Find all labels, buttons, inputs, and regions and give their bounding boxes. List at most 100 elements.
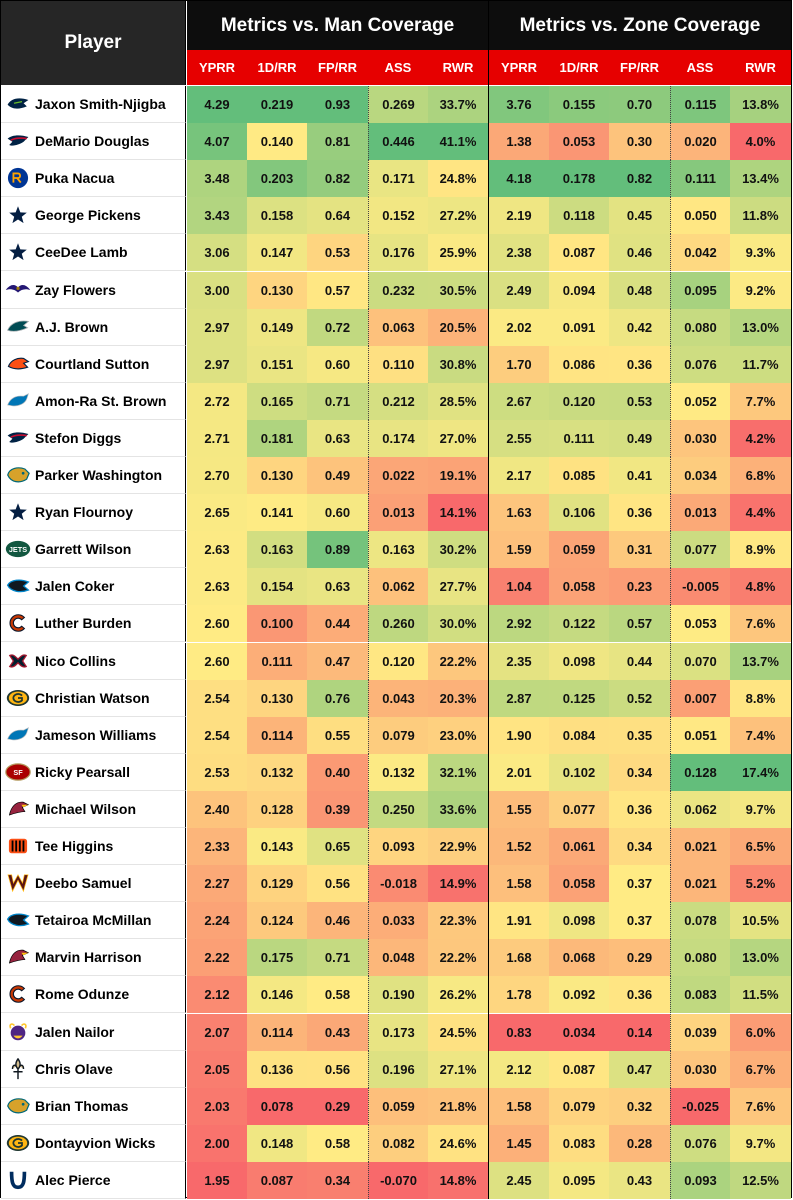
zone-1drr-cell: 0.083 (549, 1124, 609, 1162)
man-rwr-cell: 41.1% (428, 123, 488, 161)
zone-yprr-cell: 2.02 (489, 308, 549, 346)
man-fprr-cell: 0.65 (307, 828, 368, 865)
man-ass-cell: 0.033 (368, 902, 428, 940)
man-ass-cell: 0.022 (368, 457, 428, 494)
cowboys-star-icon (5, 240, 31, 264)
man-1drr-cell: 0.111 (247, 642, 307, 680)
man-rwr-cell: 30.8% (428, 345, 488, 383)
zone-rwr-cell: 6.5% (730, 828, 791, 865)
zone-1drr-cell: 0.102 (549, 753, 609, 791)
packers-g-logo-icon (5, 1131, 31, 1155)
saints-logo-icon (5, 1057, 31, 1081)
cardinals-logo-icon (5, 797, 31, 821)
man-yprr-cell: 2.07 (187, 1013, 247, 1051)
zone-yprr-cell: 1.52 (489, 828, 549, 865)
zone-fprr-cell: 0.48 (609, 271, 670, 309)
man-rwr-cell: 30.5% (428, 271, 488, 309)
zone-rwr-cell: 7.6% (730, 1087, 791, 1125)
zone-yprr-cell: 1.04 (489, 568, 549, 606)
zone-1drr-cell: 0.091 (549, 308, 609, 346)
zone-yprr-cell: 0.83 (489, 1013, 549, 1051)
zone-yprr-cell: 2.67 (489, 382, 549, 420)
man-1drr-cell: 0.146 (247, 976, 307, 1014)
zone-1drr-cell: 0.087 (549, 234, 609, 272)
man-rwr-cell: 33.7% (428, 86, 488, 123)
zone-fprr-cell: 0.37 (609, 902, 670, 940)
player-cell: Dontayvion Wicks (1, 1124, 186, 1162)
player-name: A.J. Brown (35, 318, 109, 335)
player-cell: DeMario Douglas (1, 123, 186, 161)
man-fprr-cell: 0.71 (307, 382, 368, 420)
player-name: Stefon Diggs (35, 429, 122, 446)
zone-1drr-cell: 0.095 (549, 1161, 609, 1199)
zone-rwr-cell: 13.8% (730, 86, 791, 123)
man-yprr-cell: 2.40 (187, 790, 247, 828)
table-row: Luther Burden 2.60 0.100 0.44 0.260 30.0% 2.92… (1, 605, 791, 643)
zone-ass-cell: 0.050 (670, 197, 730, 235)
zone-1drr-cell: 0.106 (549, 494, 609, 532)
zone-1drr-cell: 0.098 (549, 642, 609, 680)
zone-1drr-cell: 0.155 (549, 86, 609, 123)
vikings-logo-icon (5, 1020, 31, 1044)
zone-col-header-rwr: RWR (730, 50, 791, 85)
player-cell: Deebo Samuel (1, 865, 186, 903)
man-fprr-cell: 0.49 (307, 457, 368, 494)
man-fprr-cell: 0.55 (307, 716, 368, 754)
man-rwr-cell: 22.3% (428, 902, 488, 940)
player-cell: CeeDee Lamb (1, 234, 186, 272)
man-rwr-cell: 28.5% (428, 382, 488, 420)
man-fprr-cell: 0.46 (307, 902, 368, 940)
man-yprr-cell: 2.97 (187, 345, 247, 383)
man-ass-cell: 0.110 (368, 345, 428, 383)
man-rwr-cell: 21.8% (428, 1087, 488, 1125)
man-fprr-cell: 0.58 (307, 976, 368, 1014)
man-yprr-cell: 1.95 (187, 1161, 247, 1199)
man-1drr-cell: 0.130 (247, 679, 307, 717)
zone-yprr-cell: 1.45 (489, 1124, 549, 1162)
zone-ass-cell: 0.078 (670, 902, 730, 940)
man-fprr-cell: 0.64 (307, 197, 368, 235)
zone-1drr-cell: 0.059 (549, 531, 609, 569)
zone-rwr-cell: 9.2% (730, 271, 791, 309)
zone-fprr-cell: 0.36 (609, 976, 670, 1014)
man-fprr-cell: 0.76 (307, 679, 368, 717)
man-fprr-cell: 0.43 (307, 1013, 368, 1051)
zone-1drr-cell: 0.079 (549, 1087, 609, 1125)
seahawks-logo-icon (5, 92, 31, 116)
man-1drr-cell: 0.132 (247, 753, 307, 791)
man-yprr-cell: 2.54 (187, 716, 247, 754)
player-cell: SF Ricky Pearsall (1, 753, 186, 791)
man-fprr-cell: 0.40 (307, 753, 368, 791)
zone-rwr-cell: 7.4% (730, 716, 791, 754)
zone-ass-cell: 0.034 (670, 457, 730, 494)
jaguars-logo-icon (5, 1094, 31, 1118)
man-1drr-cell: 0.136 (247, 1050, 307, 1088)
man-rwr-cell: 23.0% (428, 716, 488, 754)
man-1drr-cell: 0.087 (247, 1161, 307, 1199)
table-row: Parker Washington 2.70 0.130 0.49 0.022 19.1%… (1, 457, 791, 494)
zone-rwr-cell: 6.0% (730, 1013, 791, 1051)
man-ass-cell: 0.250 (368, 790, 428, 828)
man-col-header-ass: ASS (368, 50, 428, 85)
player-cell: Courtland Sutton (1, 345, 186, 383)
zone-1drr-cell: 0.058 (549, 568, 609, 606)
man-ass-cell: 0.082 (368, 1124, 428, 1162)
man-fprr-cell: 0.72 (307, 308, 368, 346)
zone-ass-cell: 0.020 (670, 123, 730, 161)
zone-ass-cell: 0.115 (670, 86, 730, 123)
player-name: Puka Nacua (35, 170, 115, 187)
man-fprr-cell: 0.89 (307, 531, 368, 569)
zone-ass-cell: 0.076 (670, 1124, 730, 1162)
bengals-logo-icon (5, 834, 31, 858)
player-name: Jalen Nailor (35, 1023, 115, 1040)
zone-fprr-cell: 0.34 (609, 753, 670, 791)
player-cell: Jalen Nailor (1, 1013, 186, 1051)
man-fprr-cell: 0.56 (307, 1050, 368, 1088)
zone-yprr-cell: 4.18 (489, 160, 549, 198)
zone-1drr-cell: 0.053 (549, 123, 609, 161)
man-1drr-cell: 0.163 (247, 531, 307, 569)
player-cell: Christian Watson (1, 679, 186, 717)
player-name: Tee Higgins (35, 838, 114, 854)
player-cell: Parker Washington (1, 457, 186, 494)
